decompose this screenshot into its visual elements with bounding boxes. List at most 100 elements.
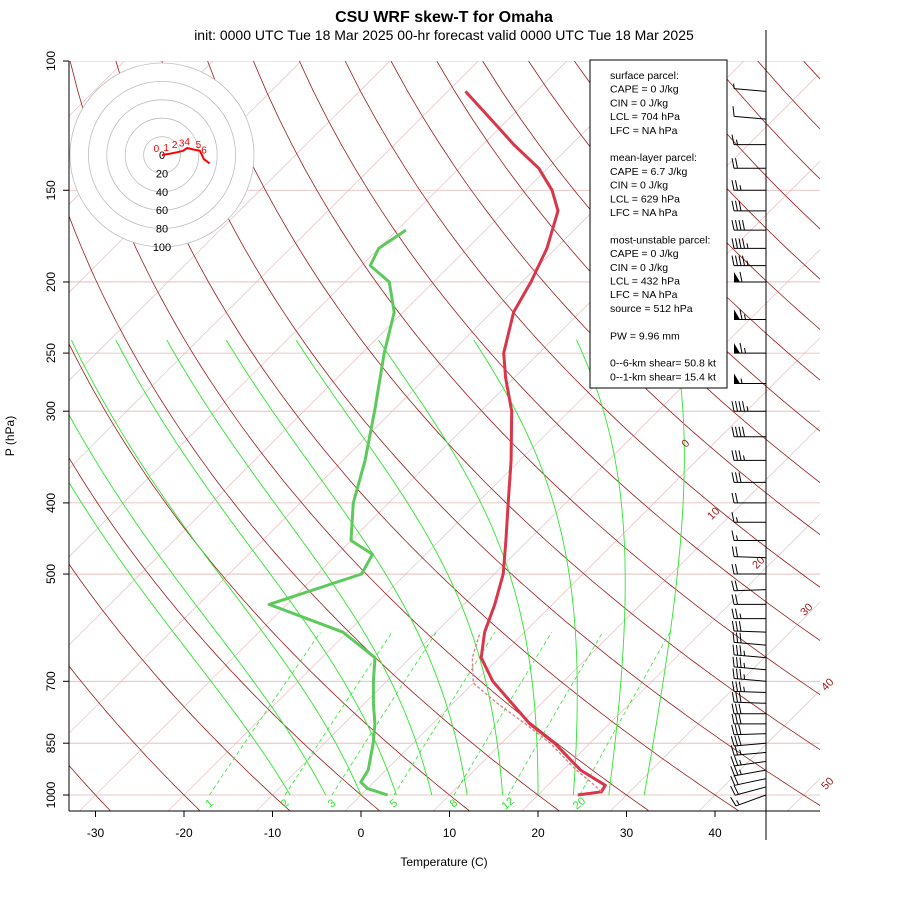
dry-adiabat bbox=[69, 343, 470, 811]
wind-barb bbox=[734, 342, 766, 354]
mixing-ratio-line bbox=[453, 631, 553, 796]
dry-adiabat bbox=[207, 61, 820, 751]
mixing-ratio-label: 2 bbox=[279, 797, 291, 810]
wind-barb bbox=[734, 373, 766, 384]
x-tick-label: 0 bbox=[358, 826, 365, 840]
wind-barb bbox=[730, 735, 767, 747]
hodograph-ring-label: 20 bbox=[156, 168, 168, 180]
wind-barb bbox=[730, 755, 767, 767]
hodograph-height-label: 5 bbox=[196, 140, 202, 151]
wind-barb bbox=[730, 744, 767, 756]
dry-adiabat bbox=[253, 61, 820, 696]
wind-barb bbox=[731, 158, 766, 169]
info-panel-line: CIN = 0 J/kg bbox=[610, 180, 668, 192]
wind-barb bbox=[732, 106, 767, 120]
x-tick-label: -30 bbox=[87, 826, 105, 840]
dewpoint-profile bbox=[267, 228, 407, 797]
wind-barb bbox=[731, 255, 766, 267]
hodograph-ring bbox=[88, 81, 236, 229]
hodograph-ring bbox=[106, 99, 218, 211]
info-panel-line: CAPE = 0 J/kg bbox=[610, 84, 679, 96]
isotherm bbox=[876, 61, 900, 811]
wind-barb bbox=[731, 681, 767, 693]
wind-barb bbox=[730, 765, 767, 777]
info-panel-line: 0--1-km shear= 15.4 kt bbox=[610, 371, 716, 383]
dry-adiabat bbox=[115, 61, 739, 811]
wind-barb bbox=[731, 134, 766, 146]
moist-adiabat bbox=[378, 339, 539, 795]
isotherm bbox=[699, 689, 820, 811]
x-tick-label: -10 bbox=[264, 826, 282, 840]
isotherm bbox=[69, 61, 568, 558]
info-panel-line: CIN = 0 J/kg bbox=[610, 262, 668, 274]
isotherm bbox=[787, 778, 820, 811]
x-tick-label: 20 bbox=[531, 826, 545, 840]
dry-adiabat-label: 40 bbox=[819, 676, 836, 693]
info-panel-line: LFC = NA hPa bbox=[610, 207, 678, 219]
y-tick-label: 250 bbox=[44, 343, 58, 363]
wind-barb bbox=[732, 632, 767, 646]
hodograph-ring-label: 60 bbox=[156, 205, 168, 217]
wind-barbs bbox=[730, 83, 767, 807]
dry-adiabat-label: 0 bbox=[679, 437, 692, 450]
dry-adiabat-label: 30 bbox=[798, 601, 815, 618]
wind-barb bbox=[731, 692, 767, 704]
hodograph-ring bbox=[143, 136, 181, 174]
info-panel-line: CIN = 0 J/kg bbox=[610, 97, 668, 109]
hodograph-ring-label: 0 bbox=[159, 150, 165, 162]
mixing-ratio-label: 3 bbox=[326, 797, 338, 810]
info-panel-line: PW = 9.96 mm bbox=[610, 330, 680, 342]
sounding-profiles bbox=[267, 90, 607, 797]
hodograph-height-label: 3 bbox=[179, 139, 185, 150]
wind-barb bbox=[731, 608, 766, 620]
info-panel-line: mean-layer parcel: bbox=[610, 152, 697, 164]
wind-barb bbox=[731, 724, 767, 736]
y-axis-label: P (hPa) bbox=[3, 416, 17, 456]
moist-adiabat bbox=[166, 339, 433, 796]
moist-adiabat bbox=[643, 340, 685, 796]
x-tick-label: 40 bbox=[708, 826, 722, 840]
hodograph-height-label: 1 bbox=[163, 143, 169, 154]
info-panel-line: LCL = 629 hPa bbox=[610, 193, 680, 205]
wind-barb bbox=[731, 713, 766, 725]
wind-barb bbox=[730, 775, 767, 786]
moist-adiabat bbox=[69, 413, 327, 796]
x-tick-label: -20 bbox=[175, 826, 193, 840]
dry-adiabat bbox=[298, 61, 820, 641]
mixing-ratio-line bbox=[284, 631, 393, 796]
dry-adiabat bbox=[69, 665, 201, 811]
dry-adiabat-label: 10 bbox=[705, 505, 722, 522]
moist-adiabat bbox=[473, 339, 578, 796]
hodograph-height-label: 6 bbox=[201, 146, 207, 157]
dry-adiabat bbox=[757, 61, 820, 130]
mixing-ratio-line bbox=[507, 631, 604, 796]
isotherm bbox=[69, 61, 479, 470]
wind-barb bbox=[731, 238, 766, 249]
dry-adiabat bbox=[69, 457, 380, 811]
wind-barb bbox=[734, 271, 766, 283]
x-tick-label: 30 bbox=[620, 826, 634, 840]
moist-adiabat bbox=[70, 339, 362, 796]
info-panel-line: source = 512 hPa bbox=[610, 303, 693, 315]
dry-adiabat bbox=[161, 61, 820, 806]
wind-barb bbox=[732, 656, 767, 671]
hodograph-ring-label: 80 bbox=[156, 224, 168, 236]
moist-adiabat bbox=[115, 339, 397, 796]
mixing-ratio-label: 8 bbox=[448, 797, 460, 810]
info-panel-box bbox=[589, 59, 728, 389]
info-panel-line: CAPE = 0 J/kg bbox=[610, 248, 679, 260]
wind-barb bbox=[730, 784, 767, 796]
wind-barb bbox=[731, 472, 766, 483]
info-panel-line: LFC = NA hPa bbox=[610, 125, 678, 137]
wind-barb bbox=[731, 594, 766, 605]
isotherm bbox=[69, 61, 656, 646]
info-panel-line: most-unstable parcel: bbox=[610, 234, 710, 246]
temperature-profile bbox=[464, 90, 607, 797]
wind-barb bbox=[731, 180, 766, 191]
wind-barb bbox=[734, 309, 766, 321]
wind-barb bbox=[731, 401, 766, 412]
y-tick-label: 700 bbox=[44, 671, 58, 691]
